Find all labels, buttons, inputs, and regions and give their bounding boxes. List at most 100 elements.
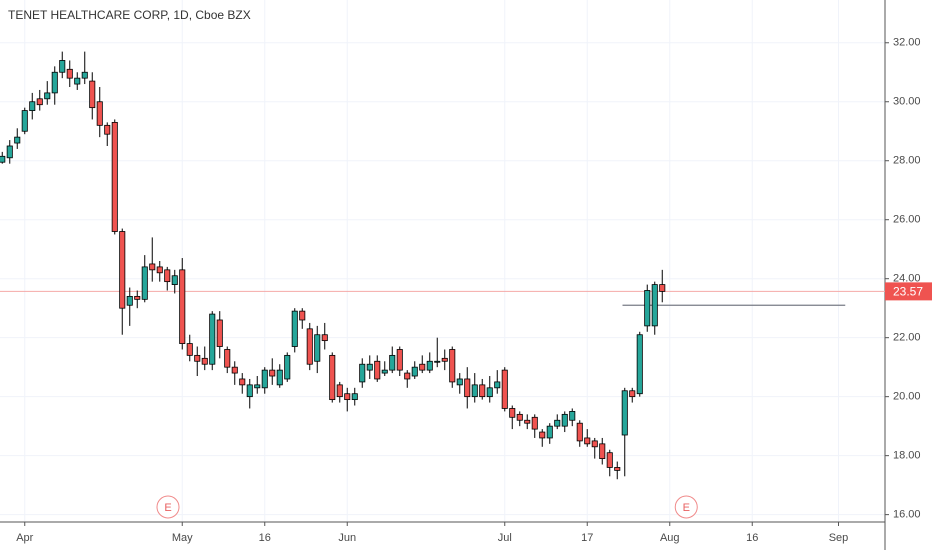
candle-body: [224, 349, 231, 368]
y-tick-label: 18.00: [893, 450, 921, 462]
candle-body: [306, 328, 313, 365]
candle-body: [261, 369, 268, 389]
y-tick-label: 16.00: [893, 509, 921, 521]
y-tick-label: 22.00: [893, 332, 921, 344]
candle-body: [254, 384, 261, 389]
candle-body: [164, 269, 171, 283]
candle-body: [104, 124, 111, 135]
x-tick-label: Jul: [498, 532, 512, 544]
candle-body: [66, 68, 73, 79]
candle-body: [21, 110, 28, 132]
candle-body: [396, 349, 403, 371]
candle-body: [531, 416, 538, 430]
event-marker: [156, 495, 180, 519]
event-label: E: [164, 502, 171, 514]
price-label: 23.57: [893, 285, 923, 299]
candle-body: [389, 354, 396, 371]
candle-body: [231, 366, 238, 374]
candle-body: [269, 369, 276, 377]
y-tick-label: 24.00: [893, 273, 921, 285]
candle-body: [374, 360, 381, 380]
y-tick-label: 26.00: [893, 214, 921, 226]
candle-body: [599, 443, 606, 459]
candle-body: [321, 334, 328, 342]
candle-body: [44, 92, 51, 100]
candle-body: [96, 101, 103, 126]
candle-body: [59, 60, 66, 73]
candle-body: [119, 231, 126, 309]
candle-body: [449, 349, 456, 383]
candle-body: [509, 408, 516, 418]
y-tick-label: 20.00: [893, 391, 921, 403]
candle-body: [276, 369, 283, 386]
candle-body: [659, 284, 666, 292]
candle-body: [314, 334, 321, 362]
x-tick-label: 17: [581, 532, 593, 544]
candle-body: [591, 440, 598, 448]
candle-body: [486, 387, 493, 398]
candle-body: [411, 366, 418, 377]
candle-body: [0, 155, 6, 163]
candle-body: [239, 378, 246, 386]
candle-body: [636, 334, 643, 395]
candle-body: [149, 263, 156, 271]
candle-body: [291, 310, 298, 347]
candle-body: [651, 284, 658, 327]
candle-body: [614, 467, 621, 471]
candle-body: [141, 266, 148, 300]
candle-body: [134, 295, 141, 300]
candle-body: [621, 390, 628, 436]
candle-body: [194, 354, 201, 362]
candle-body: [419, 363, 426, 371]
y-tick-label: 30.00: [893, 96, 921, 108]
x-tick-label: Jun: [338, 532, 356, 544]
candle-body: [426, 360, 433, 371]
candle-body: [51, 71, 58, 94]
candle-body: [246, 384, 253, 398]
chart-title: TENET HEALTHCARE CORP, 1D, Cboe BZX: [8, 8, 251, 22]
candle-body: [644, 290, 651, 327]
candle-body: [14, 136, 21, 144]
candle-body: [74, 77, 81, 85]
y-tick-label: 32.00: [893, 37, 921, 49]
candle-body: [201, 357, 208, 365]
candle-body: [434, 360, 441, 363]
candle-body: [81, 71, 88, 79]
event-marker: [674, 495, 698, 519]
candle-body: [606, 452, 613, 468]
candle-body: [516, 413, 523, 421]
x-tick-label: May: [172, 532, 193, 544]
candle-body: [546, 425, 553, 439]
candle-body: [366, 363, 373, 371]
candle-body: [561, 413, 568, 427]
candle-body: [179, 269, 186, 344]
candle-body: [359, 363, 366, 383]
x-tick-label: Sep: [829, 532, 849, 544]
candle-body: [351, 393, 358, 401]
candle-body: [299, 310, 306, 321]
candle-body: [156, 266, 163, 274]
candle-body: [479, 384, 486, 398]
candle-body: [111, 121, 118, 232]
candle-body: [186, 343, 193, 356]
candle-body: [629, 390, 636, 398]
candle-body: [171, 275, 178, 285]
candle-body: [336, 384, 343, 398]
candle-body: [36, 98, 43, 106]
candle-body: [539, 431, 546, 439]
candle-body: [209, 313, 216, 365]
candle-body: [464, 378, 471, 398]
y-tick-label: 28.00: [893, 155, 921, 167]
x-tick-label: Aug: [660, 532, 680, 544]
x-tick-label: 16: [746, 532, 758, 544]
price-label-box: [885, 282, 932, 301]
candle-body: [216, 319, 223, 347]
candle-body: [584, 437, 591, 445]
candle-body: [456, 378, 463, 386]
candle-body: [126, 295, 133, 306]
candle-body: [344, 393, 351, 401]
candle-body: [576, 422, 583, 442]
candle-body: [89, 80, 96, 109]
candle-body: [381, 369, 388, 374]
x-tick-label: Apr: [16, 532, 33, 544]
